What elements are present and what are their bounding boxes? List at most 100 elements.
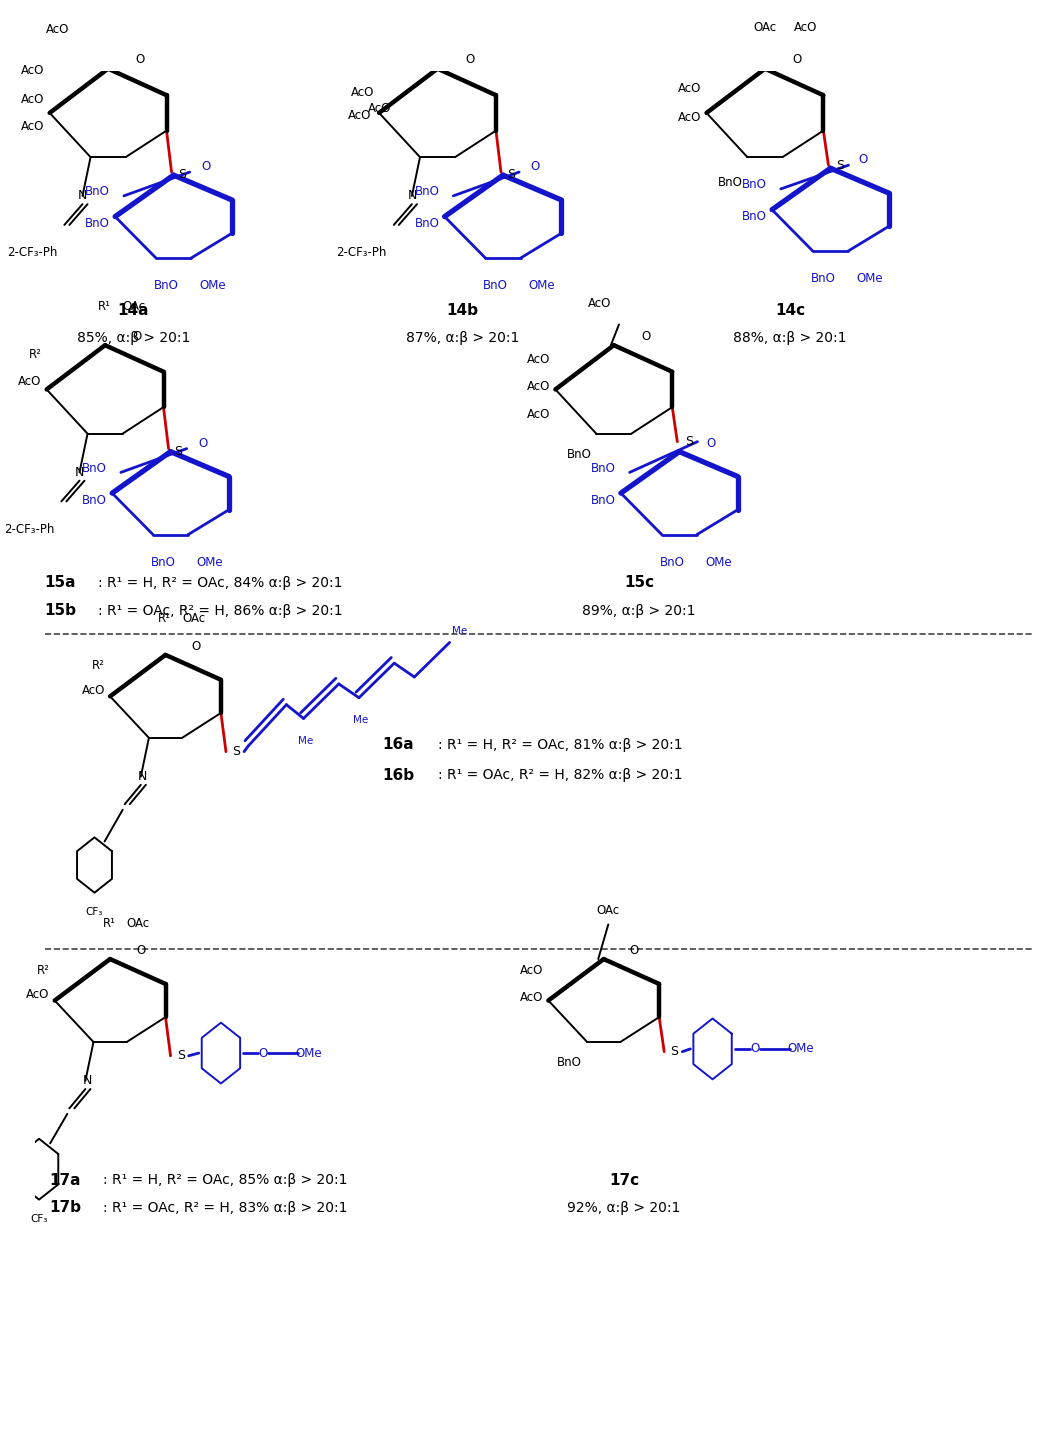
Text: 89%, α:β > 20:1: 89%, α:β > 20:1	[582, 603, 696, 618]
Text: BnO: BnO	[742, 179, 767, 192]
Text: O: O	[192, 640, 201, 653]
Text: 88%, α:β > 20:1: 88%, α:β > 20:1	[734, 332, 847, 345]
Text: : R¹ = OAc, R² = H, 86% α:β > 20:1: : R¹ = OAc, R² = H, 86% α:β > 20:1	[98, 603, 343, 618]
Text: OAc: OAc	[182, 612, 205, 625]
Text: AcO: AcO	[520, 964, 543, 977]
Text: AcO: AcO	[351, 86, 374, 99]
Text: BnO: BnO	[85, 217, 110, 230]
Text: 2-CF₃-Ph: 2-CF₃-Ph	[337, 246, 387, 259]
Text: BnO: BnO	[82, 493, 107, 506]
Text: 85%, α:β > 20:1: 85%, α:β > 20:1	[77, 332, 190, 345]
Text: AcO: AcO	[18, 375, 42, 388]
Text: N: N	[75, 465, 84, 478]
Text: O: O	[258, 1047, 268, 1060]
Text: BnO: BnO	[82, 462, 107, 475]
Text: O: O	[135, 54, 145, 67]
Text: BnO: BnO	[153, 279, 178, 292]
Text: 17b: 17b	[50, 1201, 81, 1216]
Text: 17a: 17a	[50, 1173, 81, 1188]
Text: Me: Me	[298, 736, 314, 746]
Text: AcO: AcO	[678, 81, 701, 95]
Text: BnO: BnO	[415, 185, 440, 198]
Text: OMe: OMe	[196, 555, 223, 569]
Text: 15a: 15a	[45, 576, 76, 590]
Text: 14c: 14c	[775, 302, 805, 318]
Text: R¹: R¹	[98, 300, 110, 313]
Text: OAc: OAc	[127, 916, 150, 929]
Text: S: S	[232, 744, 240, 758]
Text: OMe: OMe	[199, 279, 226, 292]
Text: O: O	[750, 1043, 760, 1056]
Text: AcO: AcO	[26, 989, 50, 1002]
Text: Me: Me	[353, 715, 369, 726]
Text: BnO: BnO	[151, 555, 175, 569]
Text: O: O	[530, 160, 540, 173]
Text: CF₃: CF₃	[30, 1214, 48, 1224]
Text: 14a: 14a	[118, 302, 149, 318]
Text: : R¹ = H, R² = OAc, 85% α:β > 20:1: : R¹ = H, R² = OAc, 85% α:β > 20:1	[103, 1173, 348, 1188]
Text: 14b: 14b	[447, 302, 478, 318]
Text: 2-CF₃-Ph: 2-CF₃-Ph	[4, 522, 54, 535]
Text: 16b: 16b	[382, 768, 415, 782]
Text: 17c: 17c	[609, 1173, 639, 1188]
Text: S: S	[177, 1050, 184, 1063]
Text: AcO: AcO	[21, 121, 45, 134]
Text: S: S	[177, 169, 185, 182]
Text: N: N	[139, 771, 148, 784]
Text: S: S	[670, 1045, 678, 1059]
Text: R²: R²	[29, 349, 42, 362]
Text: BnO: BnO	[591, 493, 616, 506]
Text: BnO: BnO	[811, 272, 836, 285]
Text: S: S	[837, 158, 844, 172]
Text: OMe: OMe	[787, 1043, 814, 1056]
Text: R²: R²	[92, 660, 105, 672]
Text: OMe: OMe	[295, 1047, 322, 1060]
Text: OAc: OAc	[753, 20, 776, 33]
Text: AcO: AcO	[794, 20, 818, 33]
Text: N: N	[407, 189, 417, 202]
Text: O: O	[629, 944, 639, 957]
Text: R¹: R¹	[103, 916, 116, 929]
Text: O: O	[793, 54, 801, 67]
Text: AcO: AcO	[527, 407, 550, 420]
Text: N: N	[82, 1075, 92, 1088]
Text: 92%, α:β > 20:1: 92%, α:β > 20:1	[567, 1201, 680, 1216]
Text: AcO: AcO	[527, 352, 550, 365]
Text: CF₃: CF₃	[85, 907, 103, 917]
Text: BnO: BnO	[660, 555, 685, 569]
Text: : R¹ = OAc, R² = H, 83% α:β > 20:1: : R¹ = OAc, R² = H, 83% α:β > 20:1	[103, 1201, 348, 1216]
Text: N: N	[78, 189, 88, 202]
Text: O: O	[201, 160, 210, 173]
Text: AcO: AcO	[678, 111, 701, 124]
Text: 87%, α:β > 20:1: 87%, α:β > 20:1	[406, 332, 519, 345]
Text: AcO: AcO	[520, 992, 543, 1005]
Text: O: O	[465, 54, 474, 67]
Text: S: S	[686, 435, 693, 448]
Text: 16a: 16a	[382, 737, 414, 752]
Text: AcO: AcO	[527, 379, 550, 393]
Text: BnO: BnO	[591, 462, 616, 475]
Text: BnO: BnO	[557, 1056, 582, 1069]
Text: AcO: AcO	[368, 102, 391, 115]
Text: BnO: BnO	[742, 211, 767, 222]
Text: AcO: AcO	[46, 23, 69, 36]
Text: Me: Me	[452, 627, 467, 637]
Text: AcO: AcO	[348, 109, 371, 122]
Text: AcO: AcO	[21, 93, 45, 106]
Text: R¹: R¹	[158, 612, 171, 625]
Text: : R¹ = H, R² = OAc, 84% α:β > 20:1: : R¹ = H, R² = OAc, 84% α:β > 20:1	[98, 576, 343, 590]
Text: O: O	[706, 436, 716, 449]
Text: BnO: BnO	[483, 279, 508, 292]
Text: S: S	[175, 445, 182, 458]
Text: 15b: 15b	[45, 603, 77, 618]
Text: AcO: AcO	[588, 297, 611, 310]
Text: AcO: AcO	[81, 685, 105, 698]
Text: BnO: BnO	[85, 185, 110, 198]
Text: OMe: OMe	[704, 555, 731, 569]
Text: O: O	[858, 154, 867, 166]
Text: BnO: BnO	[415, 217, 440, 230]
Text: AcO: AcO	[21, 64, 45, 77]
Text: OMe: OMe	[857, 272, 883, 285]
Text: : R¹ = H, R² = OAc, 81% α:β > 20:1: : R¹ = H, R² = OAc, 81% α:β > 20:1	[438, 737, 683, 752]
Text: S: S	[507, 169, 515, 182]
